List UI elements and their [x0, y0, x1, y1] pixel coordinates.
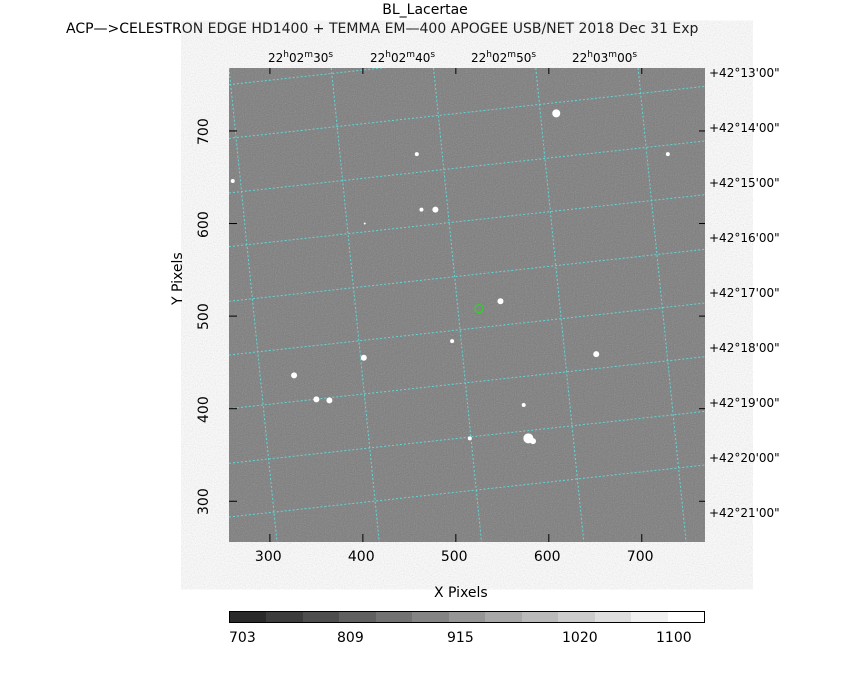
ra-label-unit: h: [486, 50, 492, 60]
y-axis-label: Y Pixels: [170, 252, 186, 305]
ra-label-unit: h: [283, 50, 289, 60]
x-tick-label: 700: [626, 549, 654, 565]
ra-label-unit: s: [531, 50, 537, 60]
ra-label: 22h02m50s: [471, 50, 536, 65]
colorbar-label: 809: [337, 630, 364, 646]
star: [467, 436, 472, 441]
colorbar-segment: [375, 612, 413, 622]
dec-label: +42°21'00": [709, 506, 780, 520]
ra-label-value: 40: [415, 51, 431, 65]
colorbar-segment: [339, 612, 376, 622]
colorbar-label: 1020: [562, 630, 598, 646]
colorbar-segment: [266, 612, 303, 622]
ra-label-unit: s: [632, 50, 638, 60]
dec-label: +42°13'00": [709, 66, 780, 80]
y-tick-label: 700: [196, 118, 212, 145]
star: [593, 351, 600, 358]
ra-label-unit: m: [406, 50, 416, 60]
star: [230, 178, 235, 183]
ra-label: 22h02m30s: [268, 50, 333, 65]
star: [552, 109, 561, 118]
y-tick-label: 500: [196, 303, 212, 331]
ra-label: 22h02m40s: [370, 50, 435, 65]
ra-label-unit: m: [608, 50, 618, 60]
star: [521, 402, 526, 407]
y-tick-label: 400: [196, 395, 212, 423]
star: [530, 438, 537, 445]
star: [363, 222, 366, 225]
ra-grid-line: [637, 68, 687, 542]
colorbar-segment: [448, 612, 486, 622]
ra-label-value: 30: [313, 51, 329, 65]
ra-label-value: 03: [593, 51, 609, 65]
colorbar-label: 915: [447, 630, 474, 646]
ra-label-value: 02: [289, 51, 305, 65]
ra-label: 22h03m00s: [572, 50, 637, 65]
ra-label-unit: h: [587, 50, 593, 60]
star: [419, 207, 424, 212]
y-tick-label: 600: [196, 210, 212, 238]
ra-grid-line: [330, 68, 380, 542]
colorbar-segment: [230, 612, 267, 622]
x-tick-label: 400: [347, 549, 375, 565]
ra-label-value: 22: [370, 51, 386, 65]
colorbar-segment: [521, 612, 559, 622]
dec-label: +42°16'00": [709, 231, 780, 245]
ra-label-unit: s: [328, 50, 334, 60]
star: [665, 152, 670, 157]
ra-grid-line: [229, 68, 278, 542]
colorbar-segment: [412, 612, 449, 622]
dec-label: +42°17'00": [709, 286, 780, 300]
ra-grid-line: [433, 68, 483, 542]
dec-label: +42°15'00": [709, 176, 780, 190]
dec-label: +42°14'00": [709, 121, 780, 135]
dec-label: +42°18'00": [709, 341, 780, 355]
ra-label-unit: h: [385, 50, 391, 60]
ra-label-unit: m: [304, 50, 314, 60]
colorbar-segment: [594, 612, 632, 622]
colorbar-label: 703: [229, 630, 256, 646]
star: [291, 372, 298, 379]
x-tick-label: 500: [440, 549, 468, 565]
colorbar-segment: [558, 612, 595, 622]
image-title: BL_Lacertae: [382, 2, 468, 18]
colorbar: [229, 611, 705, 623]
star: [313, 396, 320, 403]
x-tick-label: 300: [254, 549, 282, 565]
star: [450, 339, 455, 344]
star: [497, 298, 504, 305]
star: [326, 397, 333, 404]
ra-grid-line: [535, 68, 585, 542]
colorbar-segment: [667, 612, 705, 622]
ra-label-value: 00: [617, 51, 633, 65]
star: [414, 152, 419, 157]
colorbar-label: 1100: [656, 630, 692, 646]
sky-noise: [229, 68, 705, 542]
ra-label-unit: m: [507, 50, 517, 60]
colorbar-segment: [631, 612, 668, 622]
y-tick-label: 300: [196, 488, 212, 516]
colorbar-segment: [302, 612, 340, 622]
ra-label-value: 50: [516, 51, 532, 65]
grid-group: [229, 68, 705, 542]
ra-label-value: 02: [391, 51, 407, 65]
dec-label: +42°20'00": [709, 451, 780, 465]
target-marker: [474, 303, 484, 314]
x-tick-label: 600: [533, 549, 561, 565]
star: [360, 354, 367, 361]
star: [432, 206, 439, 213]
colorbar-segment: [485, 612, 522, 622]
observation-subtitle: ACP—>CELESTRON EDGE HD1400 + TEMMA EM—40…: [66, 21, 699, 37]
dec-label: +42°19'00": [709, 396, 780, 410]
ra-label-value: 22: [268, 51, 284, 65]
ra-label-value: 02: [492, 51, 508, 65]
ra-label-unit: s: [430, 50, 436, 60]
ra-label-value: 22: [471, 51, 487, 65]
ra-label-value: 22: [572, 51, 588, 65]
x-axis-label: X Pixels: [434, 585, 488, 601]
